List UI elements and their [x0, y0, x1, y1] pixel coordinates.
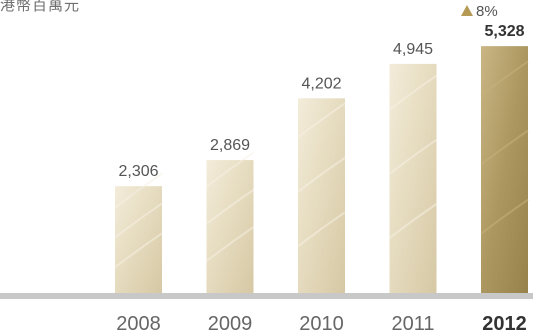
x-tick-label-2012: 2012 — [482, 313, 527, 334]
bar-texture — [114, 232, 163, 269]
bar-texture — [114, 202, 163, 239]
bar-texture — [480, 198, 529, 235]
value-label-2010: 4,202 — [301, 75, 341, 92]
growth-up-arrow-icon — [461, 5, 473, 16]
bar-texture — [388, 139, 438, 175]
value-label-2008: 2,306 — [118, 163, 158, 180]
bar-texture — [205, 226, 255, 262]
unit-label: 港幣百萬元 — [0, 0, 81, 14]
bar-texture — [114, 172, 163, 209]
value-label-2012: 5,328 — [484, 23, 524, 40]
bar-2012 — [481, 46, 528, 293]
x-tick-label-2011: 2011 — [391, 313, 434, 334]
bar-2010 — [298, 98, 345, 293]
x-tick-label-2010: 2010 — [299, 313, 344, 334]
bar-2011 — [389, 63, 437, 293]
bar-texture — [205, 151, 255, 188]
bar-2009 — [206, 160, 254, 293]
bar-texture — [480, 129, 529, 166]
bar-texture — [297, 211, 346, 248]
x-tick-label-2009: 2009 — [208, 313, 253, 334]
bar-texture — [480, 60, 529, 97]
growth-label: 8% — [476, 3, 498, 20]
bar-texture — [297, 102, 346, 139]
x-tick-label-2008: 2008 — [116, 313, 161, 334]
bar-texture — [297, 156, 346, 193]
value-label-2011: 4,945 — [393, 41, 433, 58]
bar-texture — [388, 74, 438, 111]
bar-texture — [205, 189, 255, 225]
value-label-2009: 2,869 — [210, 137, 250, 154]
bar-texture — [388, 203, 438, 239]
